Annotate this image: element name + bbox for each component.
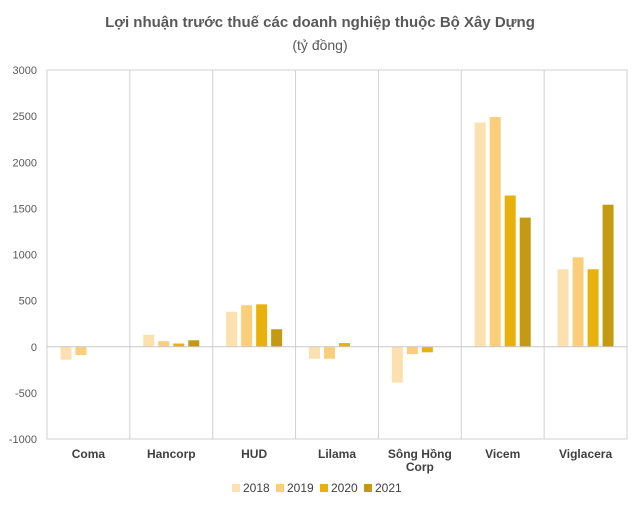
legend-swatch-2021 xyxy=(364,484,372,492)
chart-title: Lợi nhuận trước thuế các doanh nghiệp th… xyxy=(105,14,535,31)
bar-2020 xyxy=(504,195,516,347)
bar-2020 xyxy=(256,304,268,347)
bar-2018 xyxy=(557,269,569,347)
bar-2018 xyxy=(60,346,72,360)
y-tick-label: -500 xyxy=(15,388,37,400)
x-tick-label: Sông Hồng Corp xyxy=(388,447,452,474)
plot-area: 3000 2500 2000 1500 1000 500 0 -500 -1000 Coma Han… xyxy=(9,65,628,474)
y-tick-label: 500 xyxy=(19,296,37,308)
x-tick-label: Lilama xyxy=(318,447,356,461)
chart-subtitle: (tỷ đồng) xyxy=(292,37,347,53)
y-tick-label: -1000 xyxy=(9,434,37,446)
bar-2019 xyxy=(158,341,170,347)
x-tick-label: Hancorp xyxy=(147,447,196,461)
legend-label-2020: 2020 xyxy=(331,481,358,495)
y-tick-label: 1500 xyxy=(13,203,37,215)
bar-2018 xyxy=(309,346,320,359)
legend-swatch-2018 xyxy=(232,484,240,492)
bar-2021 xyxy=(271,329,283,347)
bar-2021 xyxy=(188,340,200,347)
legend-label-2019: 2019 xyxy=(287,481,314,495)
legend-label-2018: 2018 xyxy=(243,481,270,495)
legend: 2018 2019 2020 2021 xyxy=(232,481,402,495)
x-tick-label: Viglacera xyxy=(559,447,612,461)
bar-2020 xyxy=(173,343,185,347)
x-tick-label: HUD xyxy=(241,447,267,461)
bar-2020 xyxy=(339,343,350,347)
y-tick-label: 1000 xyxy=(13,250,37,262)
bar-2018 xyxy=(391,346,403,383)
bar-2018 xyxy=(226,311,238,347)
bar-2018 xyxy=(143,334,155,347)
legend-label-2021: 2021 xyxy=(375,481,402,495)
bar-2019 xyxy=(241,305,253,347)
legend-swatch-2020 xyxy=(320,484,328,492)
bar-2021 xyxy=(519,217,531,347)
bar-2019 xyxy=(489,117,501,347)
y-tick-label: 0 xyxy=(31,342,37,354)
bar-2019 xyxy=(75,346,87,356)
bar-2020 xyxy=(421,346,433,353)
plot-frame xyxy=(46,69,628,440)
bar-2021 xyxy=(602,204,614,347)
legend-swatch-2019 xyxy=(276,484,284,492)
y-tick-label: 2000 xyxy=(13,157,37,169)
x-tick-label: Coma xyxy=(72,447,106,461)
bar-2019 xyxy=(572,257,584,347)
y-tick-label: 3000 xyxy=(13,65,37,77)
bar-2019 xyxy=(324,346,335,359)
x-tick-label: Vicem xyxy=(485,447,520,461)
bar-2018 xyxy=(474,122,486,347)
y-tick-label: 2500 xyxy=(13,111,37,123)
bar-2020 xyxy=(587,269,599,347)
bar-2019 xyxy=(406,346,418,355)
